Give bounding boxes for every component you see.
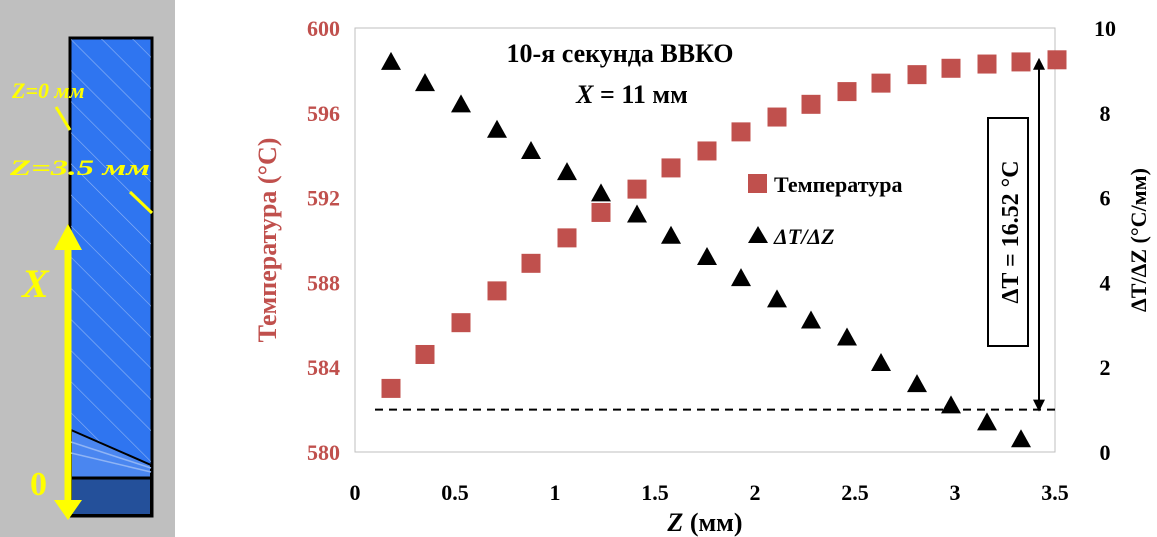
gradient-point [697,246,717,265]
gradient-point [557,162,577,181]
gradient-point [521,140,541,159]
right-tick-labels: 0 2 4 6 8 10 [1094,16,1116,465]
left-tick-label: 580 [307,440,340,465]
x-tick-label: 2.5 [841,480,869,505]
left-axis-label: Температура (°C) [253,138,282,343]
temperature-point [1011,52,1031,72]
temperature-point [661,158,681,178]
temperature-point [627,179,647,199]
temperature-point [451,313,471,333]
temperature-point [767,107,787,127]
gradient-point [907,374,927,393]
schematic-panel: Z=0 мм Z=3.5 мм X 0 [0,0,175,537]
temperature-point [415,344,435,364]
x-tick-label: 0 [350,480,361,505]
x-tick-labels: 0 0.5 1 1.5 2 2.5 3 3.5 [350,480,1069,505]
gradient-point [941,395,961,414]
temperature-point [381,378,401,398]
z0-marker [54,106,72,131]
legend-temperature-label: Температура [774,172,902,197]
legend-temperature-marker [748,174,767,193]
left-tick-label: 588 [307,270,340,295]
part-base [70,477,152,516]
chart-title-line1: 10-я секунда ВВКО [507,39,734,68]
chart: 0 0.5 1 1.5 2 2.5 3 3.5 580 584 588 592 596 600 0 2 4 6… [253,16,1151,537]
x-tick-label: 1 [550,480,561,505]
gradient-point [731,268,751,287]
legend-gradient-label: ΔT/ΔZ [773,224,835,249]
x-tick-label: 3 [950,480,961,505]
gradient-point [871,352,891,371]
left-tick-label: 584 [307,355,340,380]
plot-area [354,27,1056,453]
gradient-point [415,73,435,92]
chart-title-line2: X = 11 мм [575,80,688,109]
z35-marker [128,190,154,215]
x-axis-label: Z (мм) [666,508,742,537]
gradient-point [801,310,821,329]
temperature-point [871,73,891,93]
right-tick-label: 4 [1100,270,1111,295]
temperature-point [697,141,717,161]
z0-label: Z=0 мм [11,78,85,103]
x-tick-label: 3.5 [1041,480,1069,505]
x-label: X [20,261,50,306]
delta-t-box [987,117,1029,347]
gradient-point [591,183,611,202]
gradient-point [767,289,787,308]
x-tick-label: 0.5 [441,480,469,505]
left-tick-label: 592 [307,186,340,211]
right-tick-label: 2 [1100,355,1111,380]
gradient-point [487,119,507,138]
temperature-point [977,54,997,74]
x-arrow-up-icon [54,224,82,250]
temperature-point [1047,50,1067,70]
gradient-point [1011,429,1031,448]
right-axis-label: ΔT/ΔZ (°C/мм) [1126,168,1151,312]
right-tick-label: 0 [1100,440,1111,465]
temperature-point [521,253,541,273]
temperature-point [487,281,507,301]
left-tick-label: 600 [307,16,340,41]
legend-gradient-marker [748,226,768,243]
z35-label: Z=3.5 мм [8,155,150,180]
left-tick-labels: 580 584 588 592 596 600 [307,16,340,465]
x-arrow-down-icon [54,500,82,520]
right-tick-label: 6 [1100,186,1111,211]
delta-t-label: ΔT = 16.52 °C [998,160,1024,303]
left-tick-label: 596 [307,101,340,126]
right-tick-label: 10 [1094,16,1116,41]
zero-label: 0 [30,466,47,503]
temperature-series [381,50,1067,398]
temperature-point [941,58,961,78]
right-tick-label: 8 [1100,101,1111,126]
gradient-point [977,412,997,431]
temperature-point [591,202,611,222]
temperature-point [801,94,821,114]
temperature-point [731,122,751,142]
legend: Температура ΔT/ΔZ [748,172,902,249]
temperature-point [557,228,577,248]
gradient-point [381,51,401,70]
x-tick-label: 1.5 [641,480,669,505]
temperature-point [837,82,857,102]
x-tick-label: 2 [750,480,761,505]
gradient-point [837,327,857,346]
temperature-point [907,65,927,85]
gradient-point [451,94,471,113]
gradient-point [661,225,681,244]
gradient-point [627,204,647,223]
gradient-series [381,51,1031,448]
